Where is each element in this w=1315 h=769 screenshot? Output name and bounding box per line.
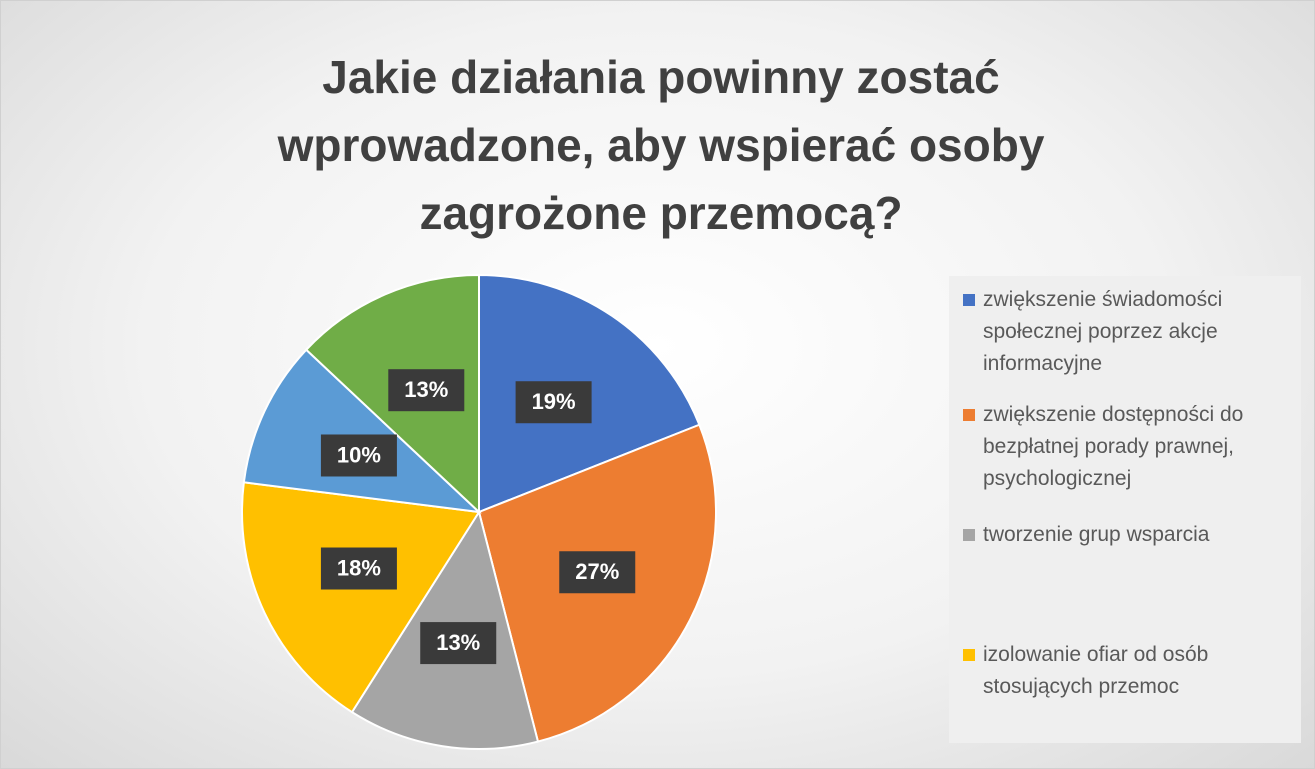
- legend-entry: zwiększenie dostępności do bezpłatnej po…: [963, 399, 1313, 495]
- legend-label: zwiększenie świadomości społecznej poprz…: [983, 288, 1223, 375]
- data-label: 10%: [337, 442, 381, 467]
- legend-entry: tworzenie grup wsparcia: [963, 519, 1313, 551]
- pie-slice: [242, 348, 482, 514]
- data-label: 18%: [337, 555, 381, 580]
- legend-swatch: [963, 529, 975, 541]
- data-label-box: [515, 381, 592, 424]
- legend-label: zwiększenie dostępności do bezpłatnej po…: [983, 403, 1244, 490]
- legend-swatch: [963, 294, 975, 306]
- legend-entry: izolowanie ofiar od osób stosujących prz…: [963, 639, 1313, 703]
- data-label: 13%: [436, 630, 480, 655]
- data-label-box: [388, 369, 465, 412]
- data-label: 27%: [575, 559, 619, 584]
- pie-slice: [241, 481, 481, 714]
- legend-swatch: [963, 409, 975, 421]
- data-label: 13%: [404, 377, 448, 402]
- data-label-box: [320, 434, 397, 477]
- legend: zwiększenie świadomości społecznej poprz…: [949, 276, 1301, 743]
- legend-label: tworzenie grup wsparcia: [983, 523, 1210, 546]
- legend-label: izolowanie ofiar od osób stosujących prz…: [983, 643, 1209, 698]
- legend-swatch: [963, 649, 975, 661]
- legend-entry: zwiększenie świadomości społecznej poprz…: [963, 284, 1313, 380]
- chart-title: Jakie działania powinny zostać wprowadzo…: [277, 51, 1045, 239]
- data-label: 19%: [532, 389, 576, 414]
- data-label-box: [420, 622, 497, 665]
- data-label-box: [320, 547, 397, 590]
- data-label-box: [559, 551, 636, 594]
